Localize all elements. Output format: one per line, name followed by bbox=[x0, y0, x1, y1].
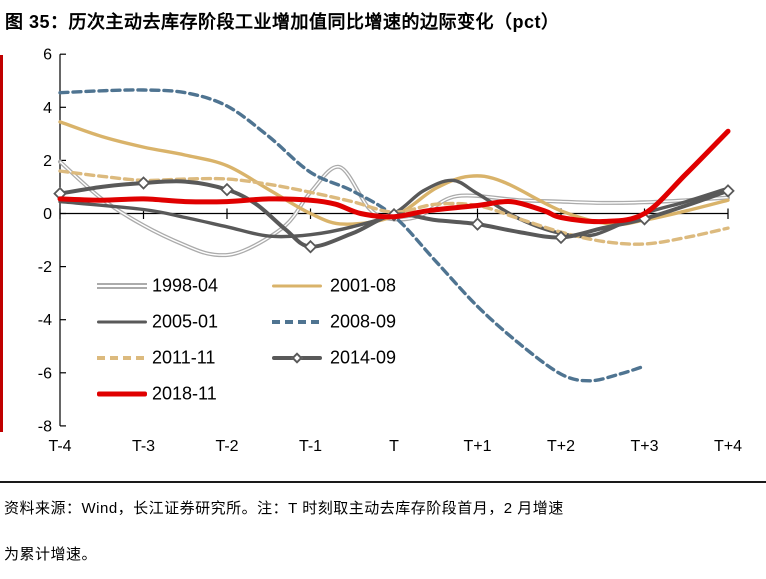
diamond-marker bbox=[303, 239, 318, 254]
y-tick-label: 0 bbox=[43, 206, 52, 223]
source-note-line2: 为累计增速。 bbox=[4, 546, 98, 563]
y-tick-label: -8 bbox=[38, 418, 52, 435]
x-tick-label: T bbox=[389, 438, 399, 455]
page-title: 图 35：历次主动去库存阶段工业增加值同比增速的边际变化（pct） bbox=[5, 12, 560, 32]
series-2014-09 bbox=[58, 179, 730, 249]
x-tick-label: T+4 bbox=[714, 438, 742, 455]
footer-divider bbox=[0, 481, 766, 483]
x-tick-label: T-1 bbox=[299, 438, 322, 455]
diamond-marker bbox=[721, 184, 735, 198]
y-tick-label: -2 bbox=[38, 259, 52, 276]
x-tick-label: T+3 bbox=[630, 438, 658, 455]
x-tick-label: T+1 bbox=[463, 438, 491, 455]
y-tick-label: -4 bbox=[38, 312, 52, 329]
x-tick-label: T-3 bbox=[132, 438, 155, 455]
diamond-marker bbox=[554, 230, 568, 245]
y-tick-label: -6 bbox=[38, 365, 52, 382]
series-2018-11 bbox=[57, 128, 731, 225]
accent-left-bar bbox=[0, 55, 3, 432]
y-tick-label: 6 bbox=[43, 47, 52, 64]
line-chart: 6 4 2 0 -2 -4 -6 -8 T-4 T-3 T-2 T-1 T T+1 T+2 T+3 T+4 bbox=[38, 47, 742, 455]
diamond-marker bbox=[220, 182, 234, 197]
diamond-marker bbox=[136, 176, 151, 190]
series-2005-01 bbox=[58, 178, 730, 239]
y-tick-label: 4 bbox=[43, 100, 52, 117]
diamond-marker bbox=[470, 217, 485, 231]
series-2008-09 bbox=[58, 88, 647, 383]
source-note-line1: 资料来源：Wind，长江证券研究所。注：T 时刻取主动去库存阶段首月，2 月增速 bbox=[4, 500, 564, 517]
y-tick-label: 2 bbox=[43, 153, 52, 170]
x-tick-label: T-2 bbox=[215, 438, 238, 455]
x-tick-label: T-4 bbox=[48, 438, 71, 455]
x-tick-label: T+2 bbox=[547, 438, 575, 455]
